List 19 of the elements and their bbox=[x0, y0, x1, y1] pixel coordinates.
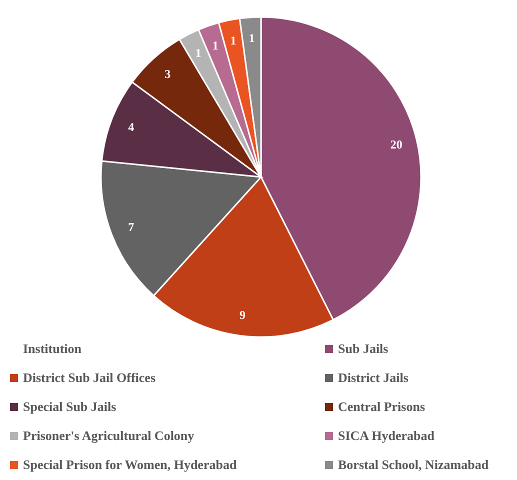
data-label: 1 bbox=[195, 46, 202, 60]
legend-label: District Sub Jail Offices bbox=[23, 370, 156, 386]
legend-label: Special Sub Jails bbox=[23, 399, 116, 415]
data-label: 4 bbox=[128, 120, 134, 134]
data-label: 9 bbox=[239, 308, 246, 322]
legend-label: Prisoner's Agricultural Colony bbox=[23, 428, 194, 444]
legend-label: District Jails bbox=[338, 370, 408, 386]
data-label: 7 bbox=[128, 220, 134, 234]
data-label: 1 bbox=[212, 38, 218, 52]
data-label: 1 bbox=[248, 31, 255, 46]
legend-label: SICA Hyderabad bbox=[338, 428, 434, 444]
data-label: 1 bbox=[230, 34, 236, 48]
legend-label: Sub Jails bbox=[338, 341, 388, 357]
legend-label: Central Prisons bbox=[338, 399, 426, 415]
legend-label: Borstal School, Nizamabad bbox=[338, 457, 489, 473]
legend-label: Special Prison for Women, Hyderabad bbox=[23, 457, 237, 473]
data-label: 20 bbox=[390, 138, 402, 152]
legend-title: Institution bbox=[23, 341, 82, 357]
data-label: 3 bbox=[164, 66, 171, 81]
